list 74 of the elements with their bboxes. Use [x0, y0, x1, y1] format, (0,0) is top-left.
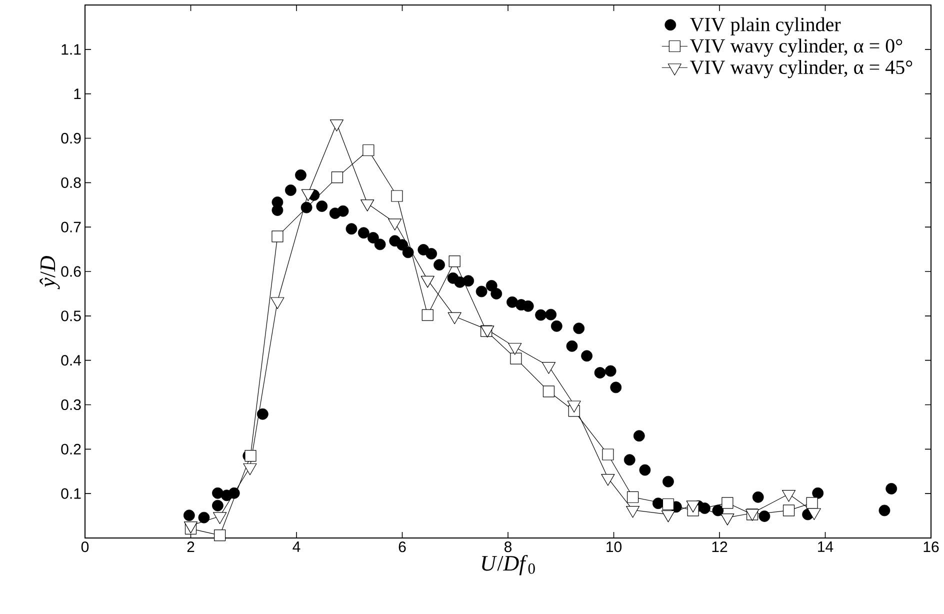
point [295, 169, 306, 181]
legend-label: VIV plain cylinder [690, 17, 841, 36]
y-tick-label: 0.7 [61, 222, 81, 232]
y-tick-label: 1 [74, 88, 81, 99]
point [545, 308, 557, 320]
point [337, 205, 349, 217]
point [752, 491, 764, 503]
point [581, 350, 592, 362]
point [367, 232, 379, 244]
point [624, 454, 636, 466]
point [633, 430, 645, 442]
legend-label: VIV wavy cylinder, α = 45° [690, 60, 912, 78]
point [652, 498, 664, 510]
x-tick-label: 2 [187, 542, 194, 552]
point [522, 300, 534, 312]
point [284, 184, 296, 196]
point [426, 248, 438, 260]
point [300, 202, 312, 214]
y-tick-label: 0.2 [61, 444, 81, 454]
point [573, 322, 585, 334]
point [462, 275, 474, 287]
point [550, 320, 562, 332]
point [402, 246, 414, 258]
point [490, 288, 502, 300]
point [183, 510, 195, 522]
point [358, 227, 370, 239]
point [812, 487, 824, 499]
point [486, 280, 498, 292]
y-tick-label: 0.4 [61, 355, 82, 366]
point [535, 309, 546, 321]
x-tick-label: 6 [398, 542, 406, 552]
point [256, 408, 268, 420]
point [594, 367, 606, 378]
x-tick-label: 8 [504, 542, 512, 552]
y-tick-label: 0.5 [61, 310, 81, 322]
y-tick-label: 0.1 [61, 488, 81, 499]
point [434, 259, 445, 271]
point [396, 239, 408, 251]
y-tick-label: 0.9 [61, 132, 81, 144]
x-axis-title: U/Df$_{0}$ [482, 555, 535, 576]
point [758, 510, 770, 522]
point [476, 286, 488, 298]
y-tick-label: 0.8 [61, 177, 81, 188]
point [228, 487, 240, 499]
point [198, 512, 210, 524]
point [566, 340, 578, 352]
x-tick-label: 4 [292, 542, 300, 552]
point [506, 296, 518, 308]
legend-label: VIV wavy cylinder, α = 0° [690, 38, 902, 57]
point [316, 200, 328, 212]
point [212, 487, 224, 499]
point [604, 365, 616, 377]
point [712, 504, 724, 516]
x-tick-label: 12 [712, 542, 728, 552]
y-tick-label: 0.3 [61, 399, 81, 410]
y-tick-label: 1.1 [62, 44, 81, 55]
x-tick-label: 0 [81, 542, 89, 552]
x-tick-label: 10 [606, 542, 622, 552]
point [699, 502, 710, 514]
point [878, 504, 890, 516]
point [272, 204, 284, 216]
x-tick-label: 14 [818, 542, 834, 552]
point [639, 464, 651, 476]
point [886, 482, 898, 494]
point [331, 172, 344, 184]
y-axis-title: ŷ/D [40, 256, 60, 290]
point [542, 386, 555, 398]
x-tick-label: 16 [924, 542, 939, 552]
point [610, 382, 622, 394]
y-tick-label: 0.6 [61, 266, 81, 277]
point [662, 476, 674, 488]
point [374, 238, 386, 250]
point [346, 223, 358, 235]
point [212, 500, 224, 512]
